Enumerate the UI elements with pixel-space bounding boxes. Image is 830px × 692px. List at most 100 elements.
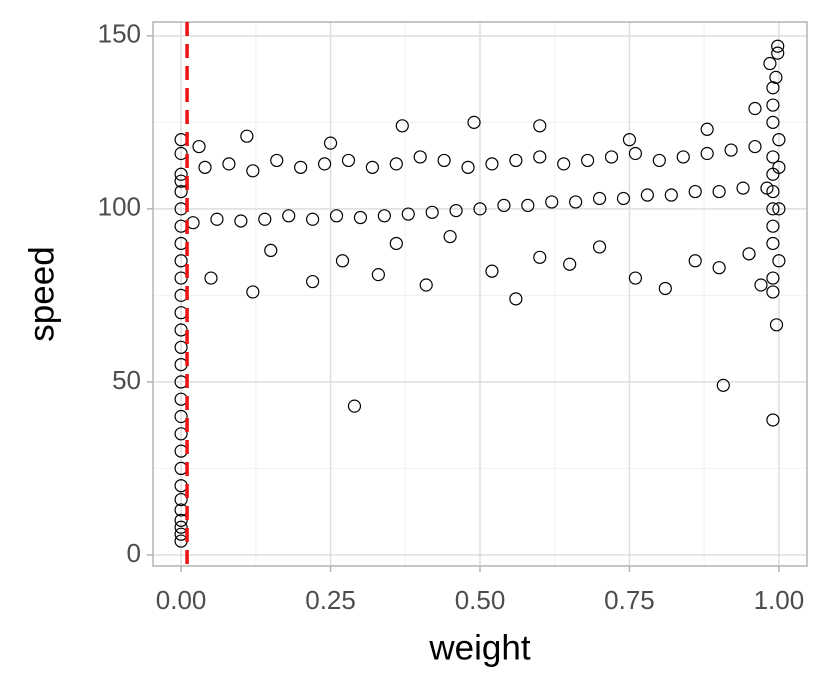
point	[766, 115, 780, 129]
point	[592, 191, 607, 206]
point	[640, 188, 654, 202]
point	[569, 195, 583, 209]
x-tick-label: 1.00	[754, 585, 805, 615]
point	[766, 285, 780, 299]
point	[174, 184, 188, 199]
point	[772, 254, 786, 268]
point	[652, 153, 666, 168]
point	[353, 210, 368, 225]
point	[210, 212, 224, 226]
point	[174, 513, 188, 527]
point	[763, 56, 777, 71]
x-tick-label: 0.75	[604, 585, 655, 615]
point	[377, 209, 391, 223]
point	[335, 254, 350, 268]
point	[389, 157, 403, 171]
point	[174, 409, 188, 424]
point	[174, 520, 188, 534]
point	[306, 212, 320, 226]
point	[622, 133, 637, 147]
point	[174, 427, 188, 441]
point	[485, 157, 499, 171]
point	[748, 101, 762, 116]
point	[234, 214, 248, 228]
point	[700, 146, 714, 161]
point	[754, 278, 768, 292]
point	[521, 198, 535, 213]
point	[425, 205, 439, 219]
point	[341, 153, 356, 168]
panel-border	[152, 21, 808, 567]
point	[401, 207, 415, 221]
point	[712, 184, 726, 199]
point	[174, 323, 188, 337]
point	[628, 271, 643, 285]
point	[437, 153, 451, 168]
point	[736, 181, 750, 195]
point	[766, 150, 780, 164]
point	[628, 146, 643, 161]
point	[772, 133, 786, 147]
point	[766, 413, 780, 427]
point	[473, 202, 487, 216]
point	[246, 164, 260, 178]
point	[533, 250, 547, 264]
point	[258, 212, 272, 226]
point	[533, 119, 547, 133]
point	[712, 261, 726, 275]
point	[264, 243, 278, 257]
point	[294, 160, 308, 174]
point	[174, 146, 188, 161]
point	[766, 219, 780, 233]
point	[174, 340, 188, 354]
point	[204, 271, 218, 285]
point	[766, 236, 780, 251]
point	[772, 160, 786, 174]
point	[174, 271, 188, 285]
point	[581, 153, 595, 168]
point	[192, 139, 206, 154]
y-tick-label: 50	[112, 365, 141, 395]
point	[395, 119, 409, 133]
point	[174, 167, 188, 181]
point	[676, 150, 690, 164]
y-tick-label: 100	[98, 192, 141, 222]
point	[533, 150, 547, 164]
point	[449, 204, 463, 218]
point	[419, 278, 433, 292]
y-axis-title: speed	[22, 246, 61, 341]
point	[347, 399, 362, 413]
point	[198, 160, 212, 174]
y-tick-label: 0	[127, 538, 141, 568]
y-tick-label: 150	[98, 19, 141, 49]
point	[282, 209, 296, 223]
point	[766, 81, 780, 95]
point	[270, 153, 284, 168]
point	[174, 254, 188, 268]
point	[771, 39, 785, 53]
point	[658, 281, 672, 296]
point	[771, 46, 785, 60]
point	[766, 202, 780, 216]
point	[371, 268, 385, 282]
point	[240, 129, 254, 143]
point	[317, 157, 332, 171]
point	[688, 184, 702, 199]
point	[467, 115, 481, 129]
point	[509, 153, 523, 168]
x-tick-label: 0.00	[156, 585, 207, 615]
point	[616, 191, 631, 206]
x-tick-label: 0.25	[305, 585, 356, 615]
point	[563, 257, 577, 271]
point	[592, 240, 607, 254]
point	[509, 292, 523, 306]
point	[688, 254, 702, 268]
point	[413, 150, 427, 164]
point	[742, 247, 756, 261]
point	[365, 160, 379, 174]
point	[769, 70, 783, 84]
point	[604, 150, 619, 164]
point	[557, 157, 571, 171]
point	[461, 160, 475, 174]
